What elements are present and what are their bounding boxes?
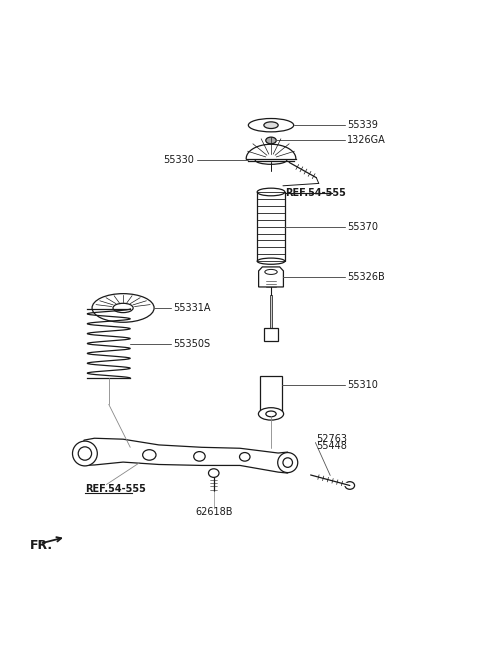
Text: 55339: 55339 <box>348 120 378 130</box>
Ellipse shape <box>113 303 133 313</box>
Text: 55370: 55370 <box>348 222 378 232</box>
Ellipse shape <box>72 441 97 466</box>
Ellipse shape <box>264 122 278 129</box>
Ellipse shape <box>208 469 219 478</box>
Ellipse shape <box>258 407 284 420</box>
Ellipse shape <box>257 258 285 264</box>
Bar <box>270 295 273 333</box>
Ellipse shape <box>257 188 285 195</box>
Bar <box>260 376 282 414</box>
Text: FR.: FR. <box>30 539 53 552</box>
Text: 52763: 52763 <box>316 434 348 443</box>
Text: 55331A: 55331A <box>173 303 211 313</box>
Ellipse shape <box>78 447 92 461</box>
Ellipse shape <box>143 450 156 461</box>
Ellipse shape <box>266 137 276 144</box>
Text: 55330: 55330 <box>164 155 194 165</box>
Polygon shape <box>259 267 283 287</box>
Ellipse shape <box>92 294 154 322</box>
Ellipse shape <box>265 270 277 274</box>
Ellipse shape <box>248 119 294 132</box>
Text: REF.54-555: REF.54-555 <box>85 484 146 494</box>
Text: REF.54-555: REF.54-555 <box>285 188 346 198</box>
Ellipse shape <box>278 453 298 472</box>
Text: 62618B: 62618B <box>195 507 232 517</box>
Ellipse shape <box>283 458 292 467</box>
Text: 55448: 55448 <box>316 441 347 451</box>
Ellipse shape <box>266 411 276 417</box>
Text: 1326GA: 1326GA <box>348 135 386 146</box>
Ellipse shape <box>240 453 250 461</box>
Ellipse shape <box>345 482 355 489</box>
Text: 55350S: 55350S <box>173 338 210 348</box>
Ellipse shape <box>194 451 205 461</box>
Polygon shape <box>84 438 288 473</box>
Text: 55310: 55310 <box>348 380 378 390</box>
Bar <box>264 328 278 341</box>
Text: 55326B: 55326B <box>348 272 385 282</box>
